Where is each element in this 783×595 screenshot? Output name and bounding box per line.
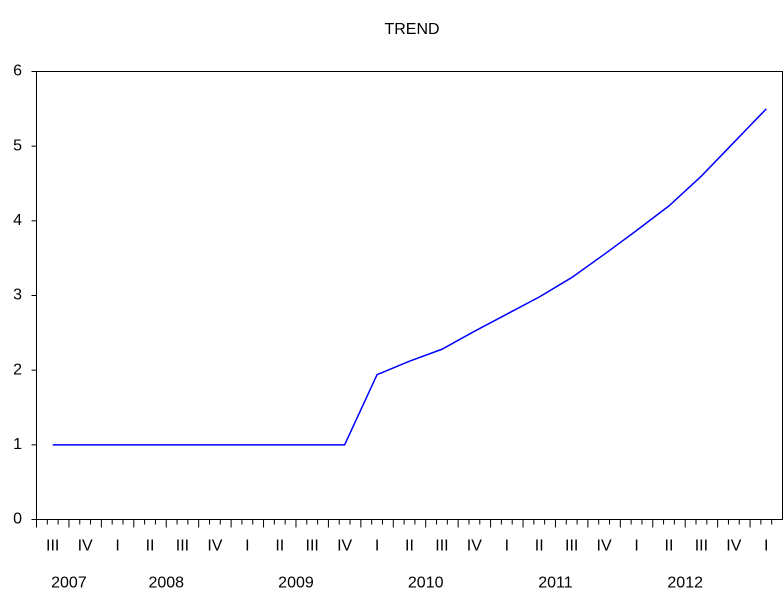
x-tick-label: III — [695, 538, 708, 555]
y-tick-label: 5 — [13, 137, 22, 154]
x-tick-label: IV — [467, 538, 482, 555]
x-tick-label: I — [505, 538, 509, 555]
x-tick-label: I — [634, 538, 638, 555]
x-tick-label: I — [115, 538, 119, 555]
x-tick-label: II — [665, 538, 674, 555]
x-tick-label: IV — [337, 538, 352, 555]
x-tick-label: II — [535, 538, 544, 555]
x-tick-label: IV — [597, 538, 612, 555]
x-year-label: 2012 — [667, 575, 703, 592]
x-tick-label: II — [405, 538, 414, 555]
plot-frame — [36, 71, 783, 520]
x-tick-label: I — [375, 538, 379, 555]
x-tick-label: III — [46, 538, 59, 555]
chart-title: TREND — [384, 21, 439, 38]
y-tick-label: 1 — [13, 436, 22, 453]
x-year-label: 2009 — [278, 575, 314, 592]
y-tick-label: 2 — [13, 361, 22, 378]
x-tick-label: IV — [207, 538, 222, 555]
y-tick-label: 0 — [13, 511, 22, 528]
x-year-label: 2008 — [148, 575, 184, 592]
x-tick-label: IV — [78, 538, 93, 555]
y-tick-label: 4 — [13, 212, 22, 229]
x-tick-label: I — [245, 538, 249, 555]
x-tick-label: III — [435, 538, 448, 555]
x-tick-label: II — [275, 538, 284, 555]
series-line — [52, 108, 767, 446]
x-tick-label: II — [146, 538, 155, 555]
x-year-label: 2007 — [51, 575, 87, 592]
x-tick-label: I — [764, 538, 768, 555]
x-year-label: 2011 — [538, 575, 573, 592]
x-tick-label: III — [565, 538, 578, 555]
x-year-label: 2010 — [408, 575, 444, 592]
x-tick-label: IV — [726, 538, 741, 555]
x-tick-label: III — [176, 538, 189, 555]
y-tick-label: 3 — [13, 287, 22, 304]
y-tick-label: 6 — [13, 63, 22, 80]
x-tick-label: III — [306, 538, 319, 555]
